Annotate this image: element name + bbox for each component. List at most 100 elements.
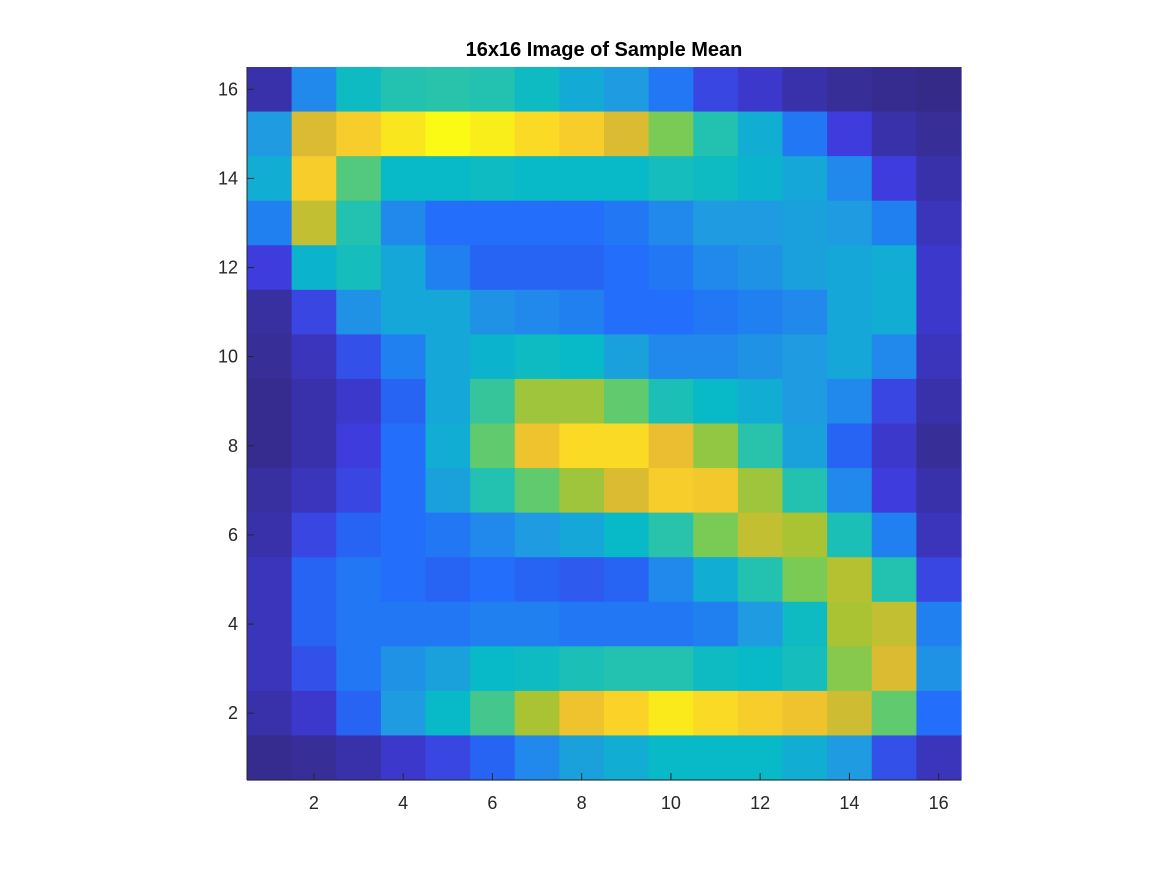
heatmap-cell — [470, 690, 516, 737]
heatmap-cell — [380, 289, 427, 335]
heatmap-cell — [916, 156, 962, 202]
heatmap-cell — [604, 512, 650, 558]
heatmap-cell — [291, 690, 337, 737]
heatmap-cell — [247, 423, 293, 469]
heatmap-cell — [336, 423, 382, 469]
heatmap-cell — [916, 423, 962, 469]
heatmap-cell — [871, 289, 917, 335]
heatmap-cell — [737, 289, 784, 335]
heatmap-cell — [648, 156, 694, 202]
heatmap-cell — [559, 245, 605, 291]
heatmap-cell — [291, 334, 337, 380]
heatmap-cell — [247, 156, 293, 202]
heatmap-cell — [648, 468, 694, 514]
heatmap-cell — [559, 512, 605, 558]
heatmap-cell — [291, 67, 337, 113]
heatmap-cell — [514, 512, 560, 558]
y-tick-label: 12 — [218, 258, 238, 278]
heatmap-cell — [425, 245, 471, 291]
heatmap-cell — [470, 334, 516, 380]
heatmap-cell — [514, 200, 560, 246]
heatmap-cell — [782, 646, 828, 692]
heatmap-cells — [247, 67, 962, 781]
heatmap-cell — [336, 557, 382, 603]
heatmap-cell — [336, 646, 382, 692]
heatmap-cell — [247, 468, 293, 514]
heatmap-cell — [470, 67, 516, 113]
heatmap-cell — [827, 512, 873, 558]
heatmap-cell — [782, 245, 828, 291]
heatmap-cell — [916, 601, 962, 647]
heatmap-cell — [559, 111, 605, 157]
heatmap-cell — [380, 512, 427, 558]
heatmap-cell — [247, 378, 293, 425]
heatmap-cell — [693, 423, 739, 469]
heatmap-cell — [247, 512, 293, 558]
heatmap-cell — [470, 289, 516, 335]
heatmap-cell — [514, 557, 560, 603]
heatmap-cell — [782, 557, 828, 603]
y-tick-label: 16 — [218, 79, 238, 99]
heatmap-cell — [514, 245, 560, 291]
heatmap-cell — [291, 646, 337, 692]
heatmap-cell — [425, 378, 471, 425]
heatmap-cell — [871, 423, 917, 469]
heatmap-cell — [291, 423, 337, 469]
heatmap-cell — [693, 156, 739, 202]
heatmap-cell — [291, 245, 337, 291]
heatmap-cell — [871, 557, 917, 603]
heatmap-cell — [782, 690, 828, 737]
heatmap-cell — [827, 334, 873, 380]
heatmap-cell — [871, 378, 917, 425]
heatmap-cell — [380, 468, 427, 514]
chart-title: 16x16 Image of Sample Mean — [466, 39, 743, 61]
heatmap-cell — [514, 690, 560, 737]
heatmap-cell — [737, 378, 784, 425]
y-axis-ticks: 2 4 6 8 10 12 14 16 — [218, 79, 254, 723]
axes — [246, 67, 961, 781]
heatmap-cell — [782, 468, 828, 514]
y-tick-label: 14 — [218, 168, 238, 188]
heatmap-cell — [782, 156, 828, 202]
heatmap-cell — [693, 690, 739, 737]
heatmap-cell — [425, 334, 471, 380]
heatmap-cell — [782, 378, 828, 425]
heatmap-cell — [291, 378, 337, 425]
heatmap-cell — [782, 334, 828, 380]
heatmap-cell — [247, 646, 293, 692]
heatmap-cell — [291, 601, 337, 647]
heatmap-cell — [291, 468, 337, 514]
x-tick-label: 16 — [929, 793, 949, 813]
heatmap-cell — [871, 156, 917, 202]
heatmap-cell — [604, 690, 650, 737]
heatmap-cell — [827, 557, 873, 603]
heatmap-cell — [559, 601, 605, 647]
heatmap-cell — [336, 334, 382, 380]
heatmap-cell — [380, 156, 427, 202]
heatmap-cell — [470, 245, 516, 291]
heatmap-cell — [380, 423, 427, 469]
heatmap-cell — [380, 200, 427, 246]
heatmap-cell — [916, 289, 962, 335]
heatmap-cell — [247, 690, 293, 737]
heatmap-cell — [827, 111, 873, 157]
heatmap-cell — [871, 334, 917, 380]
heatmap-cell — [425, 512, 471, 558]
heatmap-cell — [871, 512, 917, 558]
x-axis-ticks: 2 4 6 8 10 12 14 16 — [309, 773, 949, 813]
heatmap-cell — [604, 245, 650, 291]
heatmap-cell — [737, 111, 784, 157]
heatmap-cell — [604, 378, 650, 425]
heatmap-cell — [871, 735, 917, 781]
heatmap-cell — [782, 111, 828, 157]
heatmap-cell — [559, 423, 605, 469]
heatmap-cell — [648, 245, 694, 291]
heatmap-cell — [470, 557, 516, 603]
heatmap-cell — [916, 468, 962, 514]
heatmap-cell — [425, 646, 471, 692]
x-tick-label: 6 — [487, 793, 497, 813]
heatmap-cell — [336, 245, 382, 291]
x-tick-label: 10 — [661, 793, 681, 813]
heatmap-cell — [604, 601, 650, 647]
y-tick-label: 10 — [218, 347, 238, 367]
